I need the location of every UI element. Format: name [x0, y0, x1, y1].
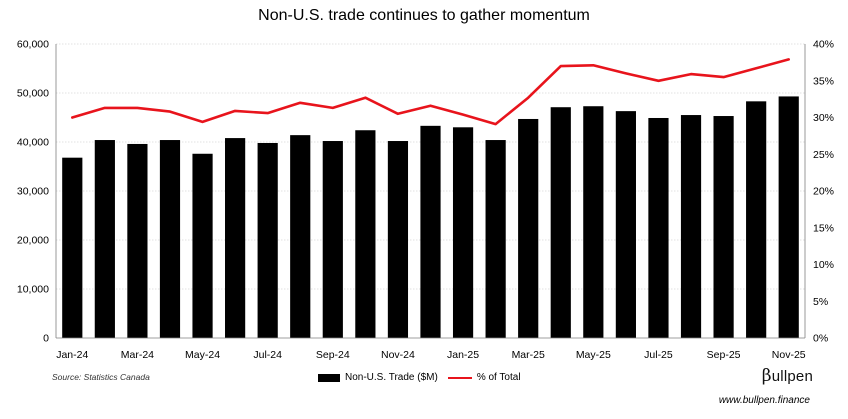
y-left-tick-label: 20,000: [17, 235, 49, 247]
source-note: Source: Statistics Canada: [52, 372, 150, 382]
y-right-tick-label: 15%: [813, 222, 834, 234]
bar: [225, 138, 246, 338]
x-tick-label: Mar-24: [121, 349, 154, 361]
axes: 0 10,000 20,000 30,000 40,000 50,000 60,000 0% 5…: [17, 39, 834, 362]
x-tick-label: Nov-25: [772, 349, 806, 361]
legend-item-trade: Non-U.S. Trade ($M): [318, 372, 438, 383]
percent-line: [71, 58, 791, 126]
legend-label-percent: % of Total: [476, 372, 521, 383]
grid-lines: [56, 43, 805, 290]
brand-url: www.bullpen.finance: [718, 395, 810, 406]
bar: [615, 111, 636, 338]
y-right-tick-label: 10%: [813, 259, 834, 271]
y-left-tick-label: 10,000: [17, 284, 49, 296]
y-right-tick-label: 35%: [813, 75, 834, 87]
bar: [583, 106, 604, 338]
line-series: [71, 58, 791, 126]
legend-line-swatch: [447, 376, 472, 379]
bar: [127, 143, 148, 338]
y-right-tick-label: 30%: [813, 112, 834, 124]
legend: Non-U.S. Trade ($M) % of Total: [318, 372, 521, 383]
y-right-tick-label: 25%: [813, 149, 834, 161]
bar: [485, 140, 506, 338]
bar: [452, 127, 474, 338]
bar: [62, 157, 83, 338]
y-left-tick-label: 0: [43, 333, 49, 345]
x-tick-label: Nov-24: [381, 349, 415, 361]
x-tick-label: Jan-25: [447, 349, 479, 361]
bar: [680, 115, 702, 338]
y-right-tick-label: 0%: [813, 333, 828, 345]
bar: [387, 141, 409, 338]
bar: [648, 117, 669, 339]
y-left-tick-label: 60,000: [17, 39, 49, 51]
legend-item-percent: % of Total: [447, 372, 521, 383]
bar: [322, 141, 343, 338]
bar: [746, 101, 767, 338]
bar: [550, 107, 571, 339]
bar: [518, 118, 539, 338]
y-right-tick-label: 20%: [813, 186, 834, 198]
x-tick-label: Sep-25: [707, 349, 741, 361]
bar: [257, 142, 278, 338]
bar: [290, 135, 311, 338]
bar: [192, 153, 213, 338]
y-left-tick-label: 30,000: [17, 186, 49, 198]
chart-title: Non-U.S. trade continues to gather momen…: [258, 7, 590, 24]
x-tick-label: Jan-24: [56, 349, 88, 361]
x-tick-label: May-24: [185, 349, 220, 361]
bar-series: [62, 96, 799, 339]
brand-logo: βullpen: [761, 366, 813, 386]
bar: [94, 140, 115, 338]
y-left-tick-label: 40,000: [17, 137, 49, 149]
y-right-tick-label: 5%: [813, 296, 828, 308]
legend-label-trade: Non-U.S. Trade ($M): [345, 372, 438, 383]
x-tick-label: Mar-25: [512, 349, 545, 361]
y-left-tick-label: 50,000: [17, 88, 49, 100]
y-right-tick-label: 40%: [813, 39, 834, 51]
bar: [778, 96, 799, 339]
bar: [713, 116, 734, 338]
bar: [159, 140, 181, 338]
legend-bar-swatch: [318, 373, 340, 382]
x-tick-label: Jul-25: [644, 349, 673, 361]
x-tick-label: Jul-24: [253, 349, 282, 361]
bar: [420, 125, 441, 338]
bar: [355, 130, 376, 338]
x-tick-label: Sep-24: [316, 349, 350, 361]
x-tick-label: May-25: [576, 349, 611, 361]
